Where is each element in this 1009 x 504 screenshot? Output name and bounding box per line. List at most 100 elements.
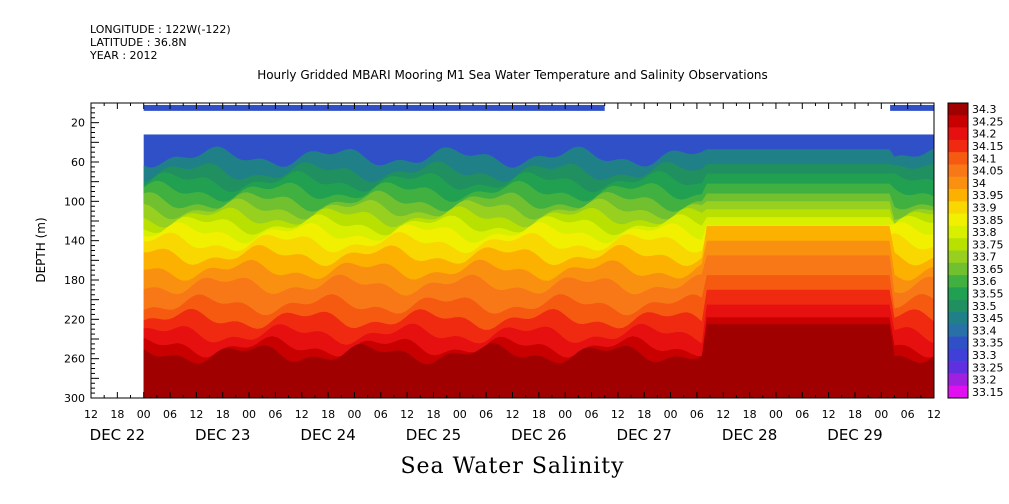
colorbar-label: 33.55 — [972, 288, 1004, 301]
colorbar-label: 33.75 — [972, 238, 1004, 251]
date-label: DEC 24 — [300, 426, 355, 444]
colorbar-swatch — [948, 213, 968, 227]
colorbar-swatch — [948, 103, 968, 116]
x-tick-label: 12 — [611, 408, 625, 421]
colorbar-label: 33.35 — [972, 337, 1004, 350]
x-tick-label: 00 — [874, 408, 888, 421]
colorbar-label: 33.2 — [972, 374, 997, 387]
surface-band — [890, 104, 934, 111]
x-tick-label: 18 — [637, 408, 651, 421]
x-tick-label: 06 — [163, 408, 177, 421]
y-axis: 20 60 100 140 180 220 260 300 — [64, 102, 99, 405]
x-tick-label: 06 — [585, 408, 599, 421]
colorbar-swatch — [948, 385, 968, 399]
latitude-label: LATITUDE : 36.8N — [90, 36, 187, 49]
y-tick-label: 180 — [64, 274, 85, 287]
colorbar-label: 33.65 — [972, 263, 1004, 276]
colorbar-swatch — [948, 238, 968, 251]
colorbar-swatch — [948, 225, 968, 239]
colorbar-label: 33.8 — [972, 226, 997, 239]
colorbar-label: 34.3 — [972, 103, 997, 116]
x-tick-label: 00 — [664, 408, 678, 421]
colorbar-label: 33.5 — [972, 300, 997, 313]
x-tick-label: 00 — [769, 408, 783, 421]
colorbar-label: 33.45 — [972, 312, 1004, 325]
colorbar-label: 34 — [972, 177, 986, 190]
y-tick-label: 260 — [64, 353, 85, 366]
x-tick-label: 00 — [347, 408, 361, 421]
colorbar: 34.334.2534.234.1534.134.053433.9533.933… — [947, 102, 1004, 399]
x-tick-label: 06 — [690, 408, 704, 421]
colorbar-swatch — [948, 262, 968, 276]
colorbar-frame — [947, 102, 969, 399]
colorbar-swatch — [948, 189, 968, 202]
colorbar-label: 33.15 — [972, 386, 1004, 399]
date-label: DEC 23 — [195, 426, 250, 444]
x-tick-label: 12 — [506, 408, 520, 421]
x-tick-label: 00 — [137, 408, 151, 421]
y-tick-label: 220 — [64, 313, 85, 326]
colorbar-swatch — [948, 324, 968, 337]
y-tick-label: 20 — [71, 117, 85, 130]
colorbar-label: 33.7 — [972, 251, 997, 264]
contour-band-34-3 — [143, 324, 934, 398]
colorbar-label: 33.6 — [972, 275, 997, 288]
colorbar-swatch — [948, 299, 968, 313]
x-axis: 12 18 00 06 12 18 00 06 12 18 00 06 12 18 00 06 12 18 00 06… — [84, 103, 941, 444]
x-tick-label: 06 — [901, 408, 915, 421]
y-tick-label: 100 — [64, 195, 85, 208]
colorbar-swatch — [948, 275, 968, 288]
colorbar-swatch — [948, 348, 968, 362]
x-tick-label: 18 — [532, 408, 546, 421]
x-tick-label: 06 — [268, 408, 282, 421]
date-label: DEC 27 — [617, 426, 672, 444]
colorbar-label: 34.2 — [972, 128, 997, 141]
colorbar-label: 34.15 — [972, 140, 1004, 153]
date-label: DEC 29 — [827, 426, 882, 444]
colorbar-swatch — [948, 176, 968, 190]
date-label: DEC 22 — [90, 426, 145, 444]
x-tick-label: 12 — [822, 408, 836, 421]
colorbar-swatch — [948, 152, 968, 165]
colorbar-label: 34.1 — [972, 152, 997, 165]
x-tick-label: 18 — [321, 408, 335, 421]
colorbar-label: 34.25 — [972, 115, 1004, 128]
colorbar-swatch — [948, 336, 968, 350]
colorbar-swatch — [948, 201, 968, 214]
year-label: YEAR : 2012 — [90, 49, 158, 62]
surface-band — [143, 104, 605, 111]
x-tick-label: 12 — [84, 408, 98, 421]
date-label: DEC 26 — [511, 426, 566, 444]
colorbar-swatch — [948, 361, 968, 374]
x-tick-label: 06 — [374, 408, 388, 421]
chart-title: Hourly Gridded MBARI Mooring M1 Sea Wate… — [257, 68, 768, 82]
date-label: DEC 28 — [722, 426, 777, 444]
y-tick-label: 60 — [71, 156, 85, 169]
colorbar-swatch — [948, 115, 968, 128]
colorbar-label: 33.4 — [972, 324, 997, 337]
colorbar-swatch — [948, 164, 968, 178]
x-tick-label: 12 — [295, 408, 309, 421]
x-axis-label: Sea Water Salinity — [400, 454, 625, 479]
x-tick-label: 00 — [453, 408, 467, 421]
y-tick-label: 140 — [64, 235, 85, 248]
colorbar-label: 33.95 — [972, 189, 1004, 202]
longitude-label: LONGITUDE : 122W(-122) — [90, 23, 231, 36]
colorbar-label: 33.9 — [972, 201, 997, 214]
date-label: DEC 25 — [406, 426, 461, 444]
x-tick-label: 12 — [716, 408, 730, 421]
x-tick-label: 00 — [242, 408, 256, 421]
colorbar-label: 33.85 — [972, 214, 1004, 227]
x-tick-label: 18 — [110, 408, 124, 421]
colorbar-swatch — [948, 250, 968, 264]
x-tick-label: 18 — [848, 408, 862, 421]
colorbar-swatch — [948, 287, 968, 300]
x-tick-label: 06 — [479, 408, 493, 421]
x-tick-label: 18 — [743, 408, 757, 421]
colorbar-swatch — [948, 139, 968, 153]
colorbar-label: 33.3 — [972, 349, 997, 362]
colorbar-label: 34.05 — [972, 165, 1004, 178]
plot-area — [143, 104, 934, 398]
colorbar-swatch — [948, 311, 968, 325]
